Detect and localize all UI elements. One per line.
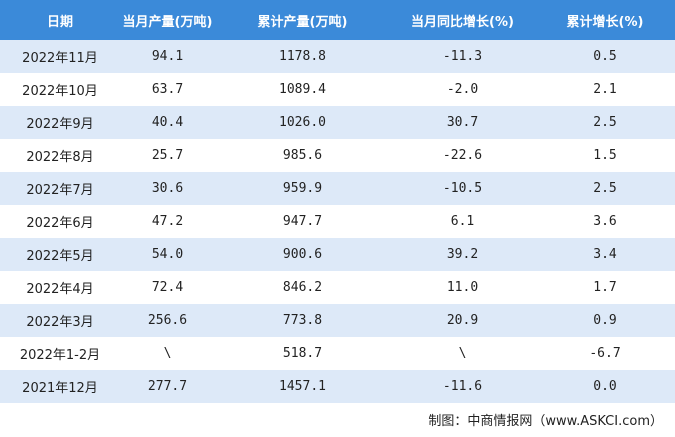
table-row: 2022年1-2月 \ 518.7 \ -6.7: [0, 337, 675, 370]
data-table: 日期 当月产量(万吨) 累计产量(万吨) 当月同比增长(%) 累计增长(%) 2022年…: [0, 0, 675, 403]
value-cell: 1.5: [535, 139, 675, 172]
value-cell: 1178.8: [215, 40, 390, 73]
value-cell: 30.6: [120, 172, 215, 205]
value-cell: 846.2: [215, 271, 390, 304]
value-cell: 985.6: [215, 139, 390, 172]
value-cell: -2.0: [390, 73, 535, 106]
column-header: 当月产量(万吨): [120, 0, 215, 40]
date-cell: 2022年5月: [0, 238, 120, 271]
date-cell: 2022年4月: [0, 271, 120, 304]
table-body: 2022年11月 94.1 1178.8 -11.3 0.5 2022年10月 63.7 10…: [0, 40, 675, 403]
value-cell: 6.1: [390, 205, 535, 238]
value-cell: 0.5: [535, 40, 675, 73]
table-row: 2022年10月 63.7 1089.4 -2.0 2.1: [0, 73, 675, 106]
value-cell: 3.6: [535, 205, 675, 238]
value-cell: 959.9: [215, 172, 390, 205]
value-cell: 0.0: [535, 370, 675, 403]
value-cell: 72.4: [120, 271, 215, 304]
column-header: 累计增长(%): [535, 0, 675, 40]
value-cell: 947.7: [215, 205, 390, 238]
value-cell: -10.5: [390, 172, 535, 205]
value-cell: 1.7: [535, 271, 675, 304]
value-cell: 3.4: [535, 238, 675, 271]
date-cell: 2022年11月: [0, 40, 120, 73]
table-row: 2022年11月 94.1 1178.8 -11.3 0.5: [0, 40, 675, 73]
table-row: 2022年8月 25.7 985.6 -22.6 1.5: [0, 139, 675, 172]
table-row: 2022年6月 47.2 947.7 6.1 3.6: [0, 205, 675, 238]
date-cell: 2022年10月: [0, 73, 120, 106]
table-row: 2022年4月 72.4 846.2 11.0 1.7: [0, 271, 675, 304]
value-cell: -22.6: [390, 139, 535, 172]
value-cell: 2.1: [535, 73, 675, 106]
table-row: 2022年3月 256.6 773.8 20.9 0.9: [0, 304, 675, 337]
date-cell: 2022年7月: [0, 172, 120, 205]
value-cell: 1089.4: [215, 73, 390, 106]
column-header: 累计产量(万吨): [215, 0, 390, 40]
value-cell: 39.2: [390, 238, 535, 271]
column-header: 当月同比增长(%): [390, 0, 535, 40]
column-header: 日期: [0, 0, 120, 40]
value-cell: 256.6: [120, 304, 215, 337]
value-cell: 94.1: [120, 40, 215, 73]
value-cell: 518.7: [215, 337, 390, 370]
value-cell: 20.9: [390, 304, 535, 337]
table-row: 2021年12月 277.7 1457.1 -11.6 0.0: [0, 370, 675, 403]
table-row: 2022年7月 30.6 959.9 -10.5 2.5: [0, 172, 675, 205]
source-note: 制图：中商情报网（www.ASKCI.com）: [428, 414, 663, 429]
date-cell: 2022年6月: [0, 205, 120, 238]
value-cell: -6.7: [535, 337, 675, 370]
value-cell: 2.5: [535, 106, 675, 139]
value-cell: 40.4: [120, 106, 215, 139]
value-cell: 900.6: [215, 238, 390, 271]
table-row: 2022年9月 40.4 1026.0 30.7 2.5: [0, 106, 675, 139]
value-cell: 1026.0: [215, 106, 390, 139]
value-cell: 63.7: [120, 73, 215, 106]
value-cell: 30.7: [390, 106, 535, 139]
date-cell: 2022年3月: [0, 304, 120, 337]
value-cell: \: [390, 337, 535, 370]
value-cell: 2.5: [535, 172, 675, 205]
date-cell: 2022年1-2月: [0, 337, 120, 370]
value-cell: \: [120, 337, 215, 370]
value-cell: -11.3: [390, 40, 535, 73]
date-cell: 2022年8月: [0, 139, 120, 172]
date-cell: 2021年12月: [0, 370, 120, 403]
value-cell: 54.0: [120, 238, 215, 271]
value-cell: 11.0: [390, 271, 535, 304]
value-cell: 1457.1: [215, 370, 390, 403]
value-cell: 773.8: [215, 304, 390, 337]
value-cell: 47.2: [120, 205, 215, 238]
value-cell: 277.7: [120, 370, 215, 403]
value-cell: 0.9: [535, 304, 675, 337]
value-cell: -11.6: [390, 370, 535, 403]
value-cell: 25.7: [120, 139, 215, 172]
date-cell: 2022年9月: [0, 106, 120, 139]
header-row: 日期 当月产量(万吨) 累计产量(万吨) 当月同比增长(%) 累计增长(%): [0, 0, 675, 40]
table-row: 2022年5月 54.0 900.6 39.2 3.4: [0, 238, 675, 271]
